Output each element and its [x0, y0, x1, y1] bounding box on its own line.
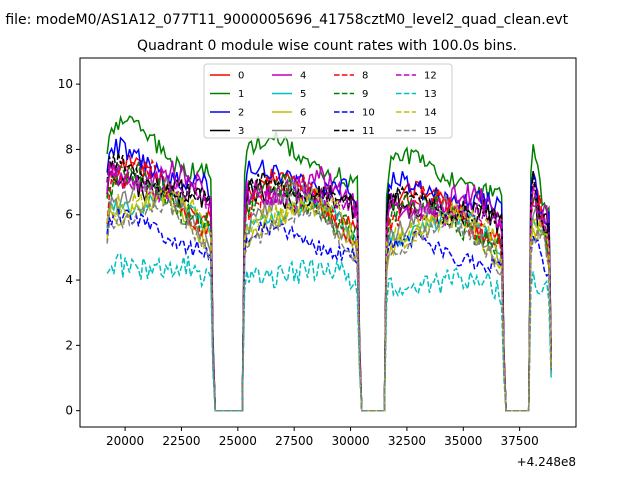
plot-frame	[79, 57, 577, 428]
legend-label-14: 14	[424, 108, 437, 119]
legend-label-0: 0	[238, 71, 244, 82]
series-line-10	[106, 205, 552, 412]
legend-label-9: 9	[362, 89, 368, 100]
y-axis-ticks: 0 2 4 6 8 10	[58, 77, 80, 418]
chart-title: Quadrant 0 module wise count rates with …	[137, 38, 517, 54]
legend-label-8: 8	[362, 71, 368, 82]
legend-label-15: 15	[424, 126, 437, 137]
series-line-15	[106, 200, 552, 412]
series-line-12	[106, 161, 552, 412]
series-line-8	[106, 158, 552, 412]
x-tick-label: 32500	[388, 434, 426, 448]
x-axis-ticks: 20000 22500 25000 27500 30000 32500 35000 37500	[106, 427, 539, 448]
y-tick-label: 8	[65, 142, 73, 156]
series-line-9	[106, 161, 552, 412]
x-tick-label: 30000	[331, 434, 369, 448]
legend-label-7: 7	[300, 126, 306, 137]
x-tick-label: 27500	[275, 434, 313, 448]
y-tick-label: 10	[58, 77, 73, 91]
x-tick-label: 35000	[444, 434, 482, 448]
legend-label-11: 11	[362, 126, 375, 137]
series-line-3	[106, 169, 552, 412]
series-lines	[106, 114, 552, 412]
y-tick-label: 4	[65, 273, 73, 287]
x-tick-label: 20000	[106, 434, 144, 448]
x-tick-label: 25000	[219, 434, 257, 448]
legend-label-5: 5	[300, 89, 306, 100]
legend-box	[203, 63, 453, 139]
series-line-11	[106, 152, 552, 412]
x-offset-label: +4.248e8	[517, 455, 576, 469]
x-tick-label: 37500	[501, 434, 539, 448]
legend-label-13: 13	[424, 89, 437, 100]
legend-label-6: 6	[300, 108, 306, 119]
y-tick-label: 6	[65, 208, 73, 222]
legend-label-4: 4	[300, 71, 306, 82]
series-line-14	[106, 187, 552, 412]
series-line-13	[106, 252, 552, 412]
y-tick-label: 0	[65, 404, 73, 418]
legend-label-12: 12	[424, 71, 437, 82]
series-line-4	[106, 160, 552, 412]
suptitle: n file: modeM0/AS1A12_077T11_9000005696_…	[0, 12, 569, 28]
legend-label-2: 2	[238, 108, 244, 119]
legend-label-10: 10	[362, 108, 375, 119]
legend-label-1: 1	[238, 89, 244, 100]
legend-label-3: 3	[238, 126, 244, 137]
series-line-1	[106, 114, 552, 412]
y-tick-label: 2	[65, 338, 73, 352]
x-tick-label: 22500	[162, 434, 200, 448]
